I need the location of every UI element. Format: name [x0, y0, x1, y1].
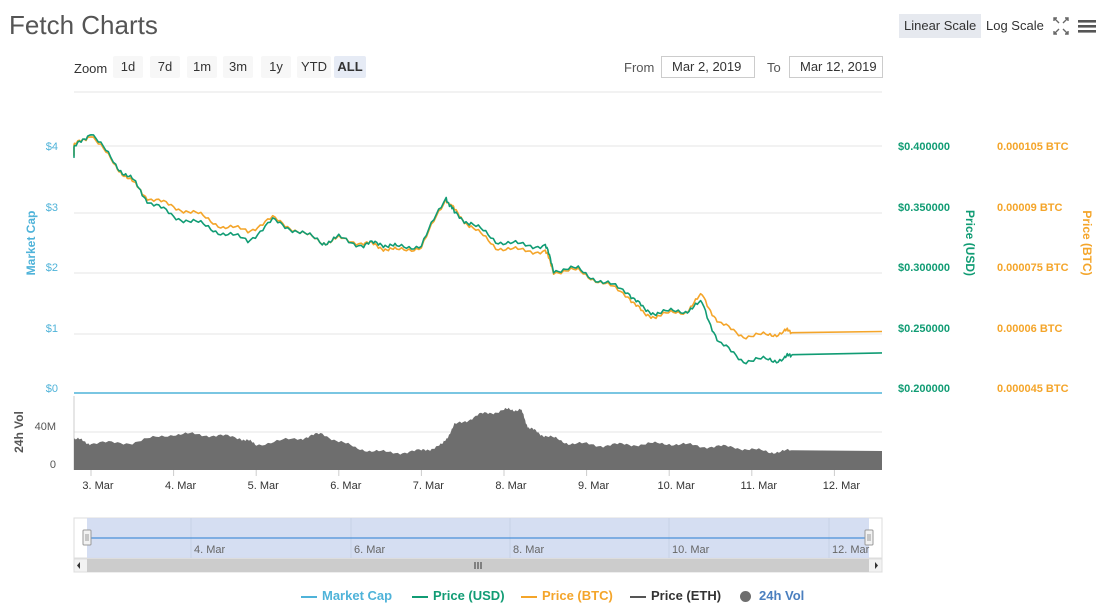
zoom-button-7d[interactable]: 7d — [150, 56, 180, 78]
x-tick-label: 8. Mar — [495, 480, 527, 492]
legend-swatch — [301, 596, 317, 598]
from-label: From — [624, 60, 655, 75]
linear-scale-button[interactable]: Linear Scale — [899, 14, 982, 38]
from-date-input[interactable]: Mar 2, 2019 — [661, 56, 755, 78]
legend-swatch — [412, 596, 428, 598]
usd-tick-label: $0.200000 — [898, 383, 950, 395]
x-tick-label: 3. Mar — [82, 480, 114, 492]
usd-tick-label: $0.350000 — [898, 202, 950, 214]
navigator-left-handle[interactable] — [82, 529, 92, 546]
hamburger-menu-icon[interactable] — [1076, 14, 1098, 38]
legend-label: Price (USD) — [433, 588, 505, 603]
to-label: To — [767, 60, 781, 75]
btc-tick-label: 0.00009 BTC — [997, 202, 1062, 214]
navigator-tick-label: 6. Mar — [354, 544, 386, 556]
series-24h-vol — [74, 407, 882, 470]
legend-item-price-eth[interactable]: Price (ETH) — [630, 588, 721, 604]
usd-tick-label: $0.300000 — [898, 262, 950, 274]
zoom-button-1d[interactable]: 1d — [113, 56, 143, 78]
btc-tick-label: 0.00006 BTC — [997, 323, 1062, 335]
navigator-tick-label: 8. Mar — [513, 544, 545, 556]
btc-tick-label: 0.000075 BTC — [997, 262, 1069, 274]
legend-item-24h-vol[interactable]: 24h Vol — [740, 588, 804, 604]
navigator-tick-label: 12. Mar — [832, 544, 870, 556]
page-title: Fetch Charts — [9, 10, 158, 40]
legend-swatch — [630, 596, 646, 598]
scroll-right-arrow-icon[interactable] — [875, 562, 878, 569]
navigator-tick-label: 10. Mar — [672, 544, 710, 556]
expand-icon[interactable] — [1050, 14, 1072, 38]
market-cap-tick-label: $1 — [46, 323, 58, 335]
x-tick-label: 12. Mar — [823, 480, 861, 492]
navigator-right-handle[interactable] — [864, 529, 874, 546]
legend-swatch — [740, 591, 751, 602]
navigator-tick-label: 4. Mar — [194, 544, 226, 556]
btc-axis-title: Price (BTC) — [1080, 210, 1094, 275]
zoom-button-all[interactable]: ALL — [334, 56, 366, 78]
legend-item-price-usd[interactable]: Price (USD) — [412, 588, 505, 604]
zoom-button-3m[interactable]: 3m — [223, 56, 253, 78]
zoom-button-1y[interactable]: 1y — [261, 56, 291, 78]
x-tick-label: 4. Mar — [165, 480, 197, 492]
usd-tick-label: $0.400000 — [898, 141, 950, 153]
x-tick-label: 5. Mar — [248, 480, 280, 492]
to-date-input[interactable]: Mar 12, 2019 — [789, 56, 883, 78]
market-cap-tick-label: $3 — [46, 202, 58, 214]
legend-label: Price (ETH) — [651, 588, 722, 603]
zoom-label: Zoom — [74, 61, 108, 76]
market-cap-tick-label: $0 — [46, 383, 58, 395]
btc-tick-label: 0.000045 BTC — [997, 383, 1069, 395]
x-tick-label: 6. Mar — [330, 480, 362, 492]
volume-tick-label: 0 — [50, 459, 56, 471]
log-scale-button[interactable]: Log Scale — [986, 18, 1044, 33]
legend-label: 24h Vol — [759, 588, 805, 603]
x-tick-label: 10. Mar — [658, 480, 696, 492]
series-price-btc — [73, 136, 883, 340]
zoom-button-ytd[interactable]: YTD — [297, 56, 331, 78]
legend-swatch — [521, 596, 537, 598]
usd-axis-title: Price (USD) — [963, 210, 977, 276]
market-cap-tick-label: $2 — [46, 262, 58, 274]
legend-label: Price (BTC) — [542, 588, 613, 603]
market-cap-axis-title: Market Cap — [24, 211, 38, 276]
x-tick-label: 11. Mar — [741, 480, 778, 492]
volume-axis-title: 24h Vol — [12, 411, 26, 453]
zoom-button-1m[interactable]: 1m — [187, 56, 217, 78]
btc-tick-label: 0.000105 BTC — [997, 141, 1069, 153]
legend-item-price-btc[interactable]: Price (BTC) — [521, 588, 613, 604]
x-tick-label: 7. Mar — [413, 480, 445, 492]
x-tick-label: 9. Mar — [578, 480, 610, 492]
volume-tick-label: 40M — [35, 421, 56, 433]
usd-tick-label: $0.250000 — [898, 323, 950, 335]
legend-item-market-cap[interactable]: Market Cap — [301, 588, 392, 604]
legend-label: Market Cap — [322, 588, 393, 603]
scroll-left-arrow-icon[interactable] — [77, 562, 80, 569]
market-cap-tick-label: $4 — [46, 141, 58, 153]
series-price-usd — [73, 134, 883, 365]
